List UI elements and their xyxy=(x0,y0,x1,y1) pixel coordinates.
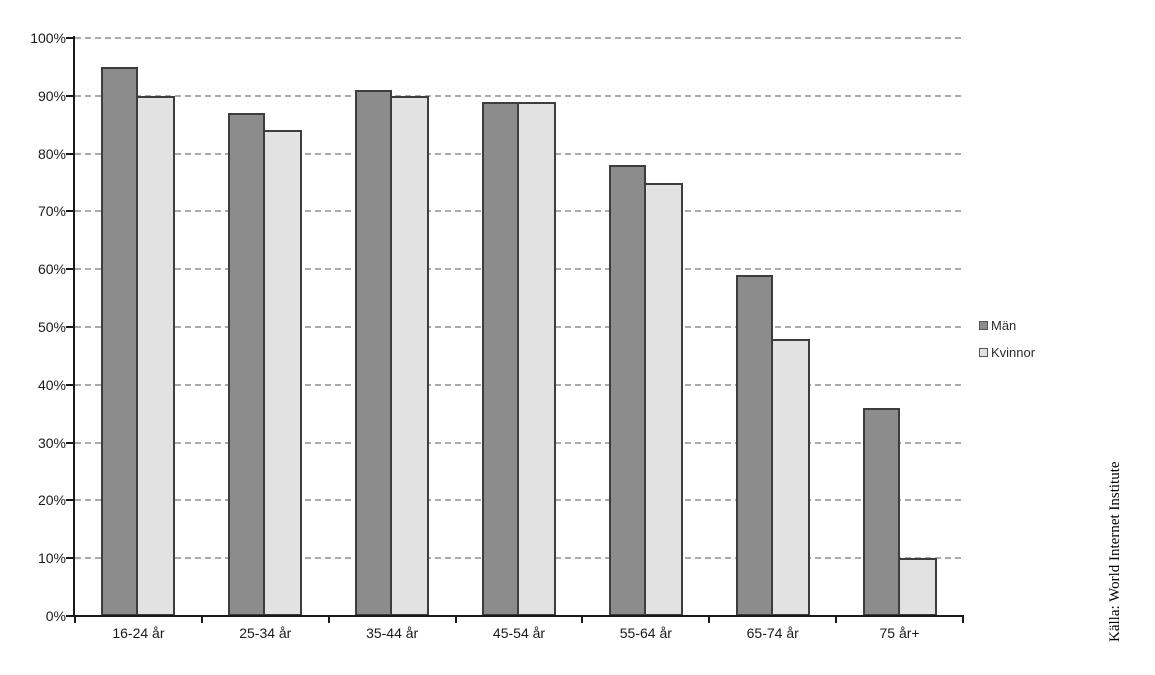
y-tick-90 xyxy=(66,94,75,97)
x-category-label-2: 25-34 år xyxy=(239,625,292,641)
gridline-100 xyxy=(75,37,963,39)
legend-item-män: Män xyxy=(979,317,1035,333)
bar-kvinnor-6 xyxy=(770,338,810,616)
x-category-label-4: 45-54 år xyxy=(492,625,546,641)
y-tick-label-30: 30% xyxy=(37,434,66,451)
x-tick-3 xyxy=(454,615,457,623)
x-tick-6 xyxy=(835,615,838,623)
y-tick-label-50: 50% xyxy=(37,319,66,335)
y-tick-label-100: 100% xyxy=(30,30,66,46)
x-axis-line xyxy=(73,615,963,617)
y-tick-60 xyxy=(66,268,75,271)
bar-män-2 xyxy=(228,113,266,616)
y-tick-label-10: 10% xyxy=(37,550,66,567)
bar-kvinnor-3 xyxy=(390,95,430,616)
y-tick-label-90: 90% xyxy=(37,87,66,104)
y-tick-80 xyxy=(66,152,75,155)
y-tick-label-60: 60% xyxy=(37,261,66,278)
bar-män-1 xyxy=(101,66,139,616)
bar-män-3 xyxy=(355,90,393,616)
x-category-label-7: 75 år+ xyxy=(879,625,920,641)
y-tick-30 xyxy=(66,441,75,444)
bar-män-6 xyxy=(735,274,773,616)
x-tick-4 xyxy=(581,615,584,623)
x-category-label-3: 35-44 år xyxy=(366,625,419,641)
legend-swatch-män xyxy=(979,320,988,330)
x-category-label-5: 55-64 år xyxy=(619,625,672,641)
gridline-90 xyxy=(75,94,963,97)
bar-kvinnor-4 xyxy=(517,101,556,616)
y-tick-label-20: 20% xyxy=(37,492,66,509)
x-tick-0 xyxy=(74,615,76,623)
legend-item-kvinnor: Kvinnor xyxy=(979,344,1036,360)
x-tick-7 xyxy=(962,615,964,623)
bar-kvinnor-5 xyxy=(643,182,683,616)
bar-män-7 xyxy=(862,407,900,616)
bar-kvinnor-2 xyxy=(263,130,303,616)
x-tick-2 xyxy=(327,615,330,623)
y-tick-0 xyxy=(66,615,75,617)
legend: Män Kvinnor xyxy=(979,318,1035,372)
legend-label-män: Män xyxy=(991,317,1017,333)
bar-män-4 xyxy=(482,101,519,616)
y-tick-10 xyxy=(66,557,75,560)
y-tick-20 xyxy=(66,499,75,502)
bar-män-5 xyxy=(608,165,646,616)
x-tick-5 xyxy=(708,615,711,623)
x-category-label-6: 65-74 år xyxy=(746,625,799,641)
source-note: Källa: World Internet Institute xyxy=(1107,461,1123,642)
x-category-label-1: 16-24 år xyxy=(112,625,165,641)
bar-kvinnor-1 xyxy=(136,95,176,616)
y-tick-label-40: 40% xyxy=(37,376,66,393)
y-tick-70 xyxy=(66,210,75,213)
bar-kvinnor-7 xyxy=(897,558,937,616)
y-tick-40 xyxy=(66,383,75,386)
x-tick-1 xyxy=(200,615,203,623)
y-tick-label-0: 0% xyxy=(45,608,66,624)
legend-label-kvinnor: Kvinnor xyxy=(991,344,1036,360)
y-tick-label-80: 80% xyxy=(37,145,66,162)
y-tick-50 xyxy=(66,326,75,328)
y-tick-label-70: 70% xyxy=(37,203,66,220)
legend-swatch-kvinnor xyxy=(979,347,988,357)
y-tick-100 xyxy=(66,37,75,39)
